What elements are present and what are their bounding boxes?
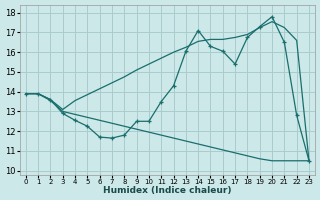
X-axis label: Humidex (Indice chaleur): Humidex (Indice chaleur) bbox=[103, 186, 232, 195]
